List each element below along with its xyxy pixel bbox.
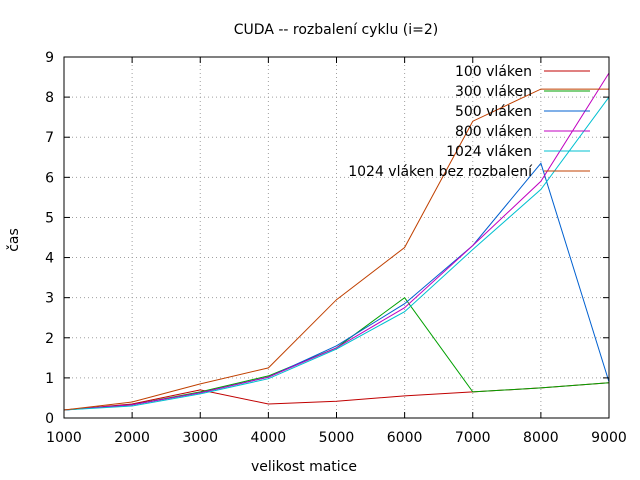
series-line-6 — [63, 88, 609, 411]
legend: 100 vláken 300 vláken 500 vláken 800 vláken… — [348, 64, 590, 180]
y-tick-label: 5 — [45, 210, 54, 226]
y-tick-label: 7 — [45, 130, 54, 146]
y-axis-label: čas — [6, 228, 22, 252]
x-tick-label: 9000 — [591, 430, 627, 446]
x-tick-label: 1000 — [46, 430, 82, 446]
y-tick-label: 6 — [45, 170, 54, 186]
legend-label: 1024 vláken — [446, 144, 532, 160]
legend-label: 100 vláken — [455, 64, 532, 80]
y-tick-label: 9 — [45, 50, 54, 66]
x-tick-label: 4000 — [251, 430, 287, 446]
x-tick-label: 2000 — [114, 430, 150, 446]
x-axis-label: velikost matice — [251, 459, 357, 475]
y-tick-label: 4 — [45, 251, 54, 267]
series-line-5 — [63, 96, 610, 411]
x-tick-label: 7000 — [455, 430, 491, 446]
x-tick-label: 8000 — [523, 430, 559, 446]
y-tick-label: 3 — [45, 291, 54, 307]
legend-label: 500 vláken — [455, 104, 532, 120]
y-tick-label: 2 — [45, 331, 54, 347]
series-line-4 — [63, 72, 610, 411]
x-tick-label: 3000 — [182, 430, 218, 446]
x-tick-label: 5000 — [319, 430, 355, 446]
y-tick-label: 0 — [45, 411, 54, 427]
legend-label: 800 vláken — [455, 124, 532, 140]
y-tick-label: 8 — [45, 90, 54, 106]
grid — [64, 57, 609, 418]
chart-title: CUDA -- rozbalení cyklu (i=2) — [234, 22, 438, 38]
series-lines — [63, 72, 610, 411]
legend-label: 1024 vláken bez rozbalení — [348, 164, 533, 180]
x-tick-label: 6000 — [387, 430, 423, 446]
ticks: 1000 2000 3000 4000 5000 6000 7000 8000 9000 0 1 2 3… — [45, 50, 627, 446]
legend-label: 300 vláken — [455, 84, 532, 100]
y-tick-label: 1 — [45, 371, 54, 387]
